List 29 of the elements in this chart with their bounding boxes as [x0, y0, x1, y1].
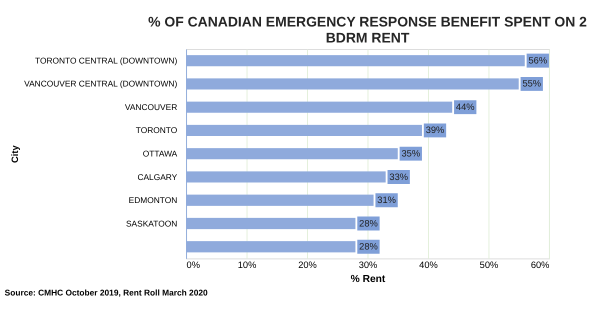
source-note: Source: CMHC October 2019, Rent Roll March 2020 [4, 288, 208, 298]
y-tick-label: TORONTO CENTRAL (DOWNTOWN) [34, 55, 178, 66]
y-tick-label: SASKATOON [126, 218, 178, 228]
data-label: 33% [389, 172, 408, 182]
y-axis-title: City [10, 144, 20, 163]
y-tick-label: EDMONTON [128, 195, 178, 206]
x-tick-label: 40% [419, 260, 438, 270]
y-tick-label: TORONTO [136, 125, 178, 136]
data-label: 35% [401, 148, 420, 158]
data-label: 44% [456, 102, 475, 112]
x-tick-label: 30% [358, 260, 378, 270]
y-tick-label: CALGARY [137, 172, 178, 182]
x-tick-label: 10% [238, 260, 256, 270]
data-label: 28% [359, 218, 378, 228]
data-label: 28% [359, 242, 378, 252]
data-label: 56% [528, 55, 548, 66]
x-tick-label: 50% [480, 260, 498, 270]
x-tick-label: 60% [530, 260, 550, 270]
text: BDRM RENT [326, 30, 410, 46]
y-tick-label: OTTAWA [142, 148, 178, 158]
data-label: 31% [377, 195, 396, 206]
data-label: 55% [522, 78, 542, 89]
data-label: 39% [426, 125, 444, 136]
x-axis-title: % Rent [350, 274, 386, 286]
x-tick-label: 0% [186, 260, 200, 270]
y-tick-label: VANCOUVER [124, 102, 178, 112]
text: % OF CANADIAN EMERGENCY RESPONSE BENEFIT SPENT ON 2 [148, 14, 587, 30]
x-tick-label: 20% [298, 260, 317, 270]
y-tick-label: VANCOUVER CENTRAL (DOWNTOWN) [24, 78, 178, 89]
